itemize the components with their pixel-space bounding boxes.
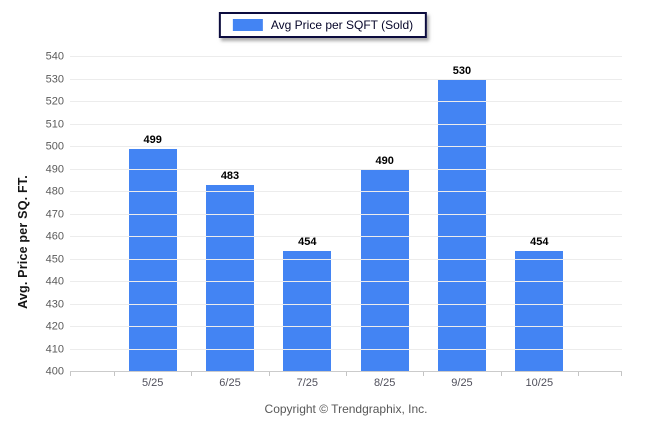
gridline xyxy=(70,56,622,57)
y-tick-label: 440 xyxy=(45,275,64,288)
bar-column-7-25: 454 xyxy=(269,57,346,372)
x-tick-label: 10/25 xyxy=(525,377,554,389)
plot-area: 499 483 454 490 530 454 400 410 420 430 440 450 460… xyxy=(46,51,622,377)
y-tick-label: 530 xyxy=(45,73,64,86)
bar xyxy=(515,250,564,372)
gridline xyxy=(70,78,622,80)
bar-value-label: 454 xyxy=(530,235,549,248)
y-tick-label: 420 xyxy=(45,320,64,333)
bar-series: 499 483 454 490 530 454 xyxy=(70,57,622,372)
gridline xyxy=(70,303,622,305)
bar-column-5-25: 499 xyxy=(114,57,191,372)
y-tick-label: 490 xyxy=(45,163,64,175)
y-tick-label: 410 xyxy=(45,343,64,355)
gridline xyxy=(70,213,622,215)
x-axis-tick xyxy=(346,372,347,376)
bar-column-6-25: 483 xyxy=(191,57,268,372)
bar-column-10-25: 454 xyxy=(501,57,578,372)
legend-label: Avg Price per SQFT (Sold) xyxy=(270,18,414,32)
y-tick-label: 540 xyxy=(45,50,64,63)
y-tick-label: 510 xyxy=(45,118,64,130)
bar-value-label: 490 xyxy=(375,154,394,167)
y-tick-label: 480 xyxy=(45,185,64,198)
x-tick-label: 9/25 xyxy=(451,377,473,389)
x-axis-line xyxy=(70,371,622,372)
bar-column-9-25: 530 xyxy=(423,57,500,372)
bar-value-label: 483 xyxy=(220,170,240,183)
x-axis-tick xyxy=(70,372,71,376)
x-axis-tick xyxy=(578,372,579,376)
bar xyxy=(360,169,409,372)
bar-value-label: 454 xyxy=(298,235,317,248)
gridline xyxy=(70,123,622,125)
gridline xyxy=(70,146,622,147)
y-tick-label: 520 xyxy=(45,95,64,108)
bar xyxy=(283,250,332,372)
x-axis-tick xyxy=(191,372,193,376)
y-tick-label: 400 xyxy=(45,365,64,378)
x-tick-label: 7/25 xyxy=(296,377,319,389)
y-tick-label: 460 xyxy=(45,230,64,243)
bar xyxy=(205,185,254,372)
gridline xyxy=(70,168,622,170)
bar xyxy=(437,79,486,372)
bar-value-label: 530 xyxy=(452,64,472,77)
y-tick-label: 500 xyxy=(45,140,64,153)
x-tick-label: 5/25 xyxy=(141,377,164,389)
legend: Avg Price per SQFT (Sold) xyxy=(218,12,428,38)
x-tick-label: 8/25 xyxy=(373,377,396,389)
x-axis-tick xyxy=(114,372,115,376)
gridline xyxy=(70,348,622,350)
x-axis-tick xyxy=(500,372,502,376)
x-tick-label: 6/25 xyxy=(219,377,241,389)
gridline xyxy=(70,236,622,237)
y-tick-label: 470 xyxy=(45,208,64,220)
x-axis-tick xyxy=(621,372,622,376)
y-tick-label: 430 xyxy=(45,298,64,310)
bar-column-8-25: 490 xyxy=(346,57,423,372)
gridline xyxy=(70,258,622,260)
gridline xyxy=(70,281,622,282)
gridline xyxy=(70,326,622,327)
x-axis-tick xyxy=(268,372,270,376)
y-tick-label: 450 xyxy=(45,253,64,265)
gridline xyxy=(70,101,622,102)
bar xyxy=(128,149,177,372)
gridline xyxy=(70,191,622,192)
bar-value-label: 499 xyxy=(143,134,162,147)
x-axis-tick xyxy=(423,372,425,376)
y-axis-title: Avg. Price per SQ. FT. xyxy=(16,175,30,309)
copyright-footer: Copyright © Trendgraphix, Inc. xyxy=(264,402,428,416)
x-axis-labels: 5/25 6/25 7/25 8/25 9/25 10/25 xyxy=(70,378,622,389)
legend-swatch-icon xyxy=(232,19,263,31)
